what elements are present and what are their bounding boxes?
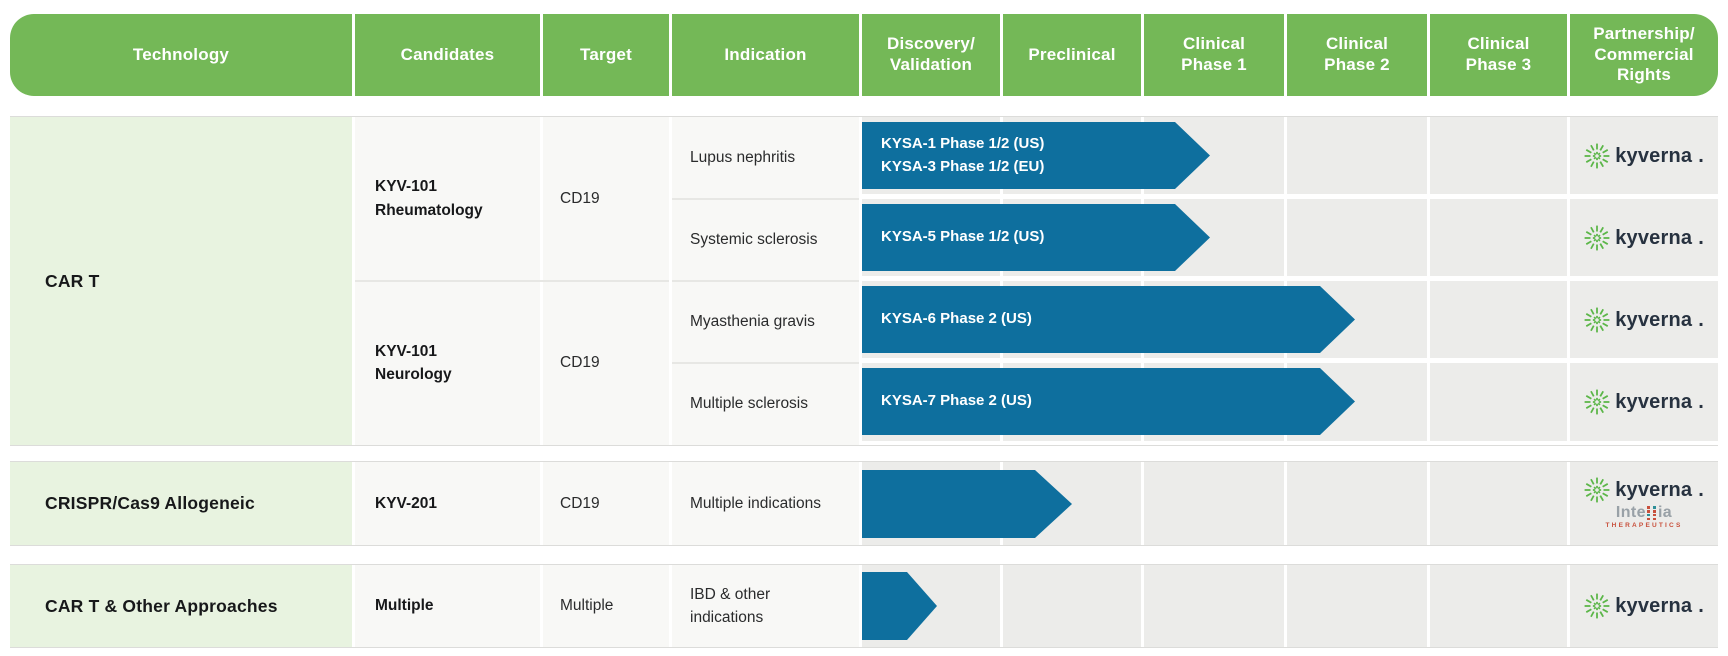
kyverna-logo: kyverna. — [1584, 477, 1704, 504]
group-border — [10, 445, 1718, 446]
target-cd19: CD19 — [560, 354, 600, 372]
group-border — [10, 116, 1718, 117]
column-separator — [1427, 117, 1430, 647]
arrow-kysa-7: KYSA-7 Phase 2 (US) — [862, 368, 1355, 435]
candidate-multiple: Multiple — [375, 597, 434, 615]
partner-cell: kyverna. — [1570, 281, 1718, 358]
target-multiple: Multiple — [560, 597, 614, 615]
indication-lupus-nephritis: Lupus nephritis — [690, 149, 796, 167]
intellia-dot-l-icon — [1653, 506, 1657, 521]
column-header-partnership: Partnership/ Commercial Rights — [1570, 14, 1718, 96]
kyverna-wordmark: kyverna — [1615, 144, 1693, 167]
column-header-clinical-phase-3: Clinical Phase 3 — [1430, 14, 1567, 96]
kyverna-starburst-icon — [1584, 477, 1611, 504]
indication-multiple-sclerosis: Multiple sclerosis — [690, 395, 809, 413]
technology-cell-crispr: CRISPR/Cas9 Allogeneic — [10, 462, 352, 545]
column-header-candidates: Candidates — [355, 14, 540, 96]
intellia-wordmark-left: Inte — [1615, 504, 1646, 522]
kyverna-logo-dot: . — [1698, 144, 1704, 167]
intellia-dot-l-icon — [1647, 506, 1651, 521]
group-border — [10, 545, 1718, 546]
kyverna-wordmark: kyverna — [1615, 595, 1693, 617]
target-cd19: CD19 — [560, 494, 600, 512]
candidates-column-bg — [355, 462, 540, 545]
column-header-indication: Indication — [672, 14, 859, 96]
arrow-kysa-5: KYSA-5 Phase 1/2 (US) — [862, 204, 1210, 271]
indication-row-divider — [672, 362, 859, 364]
partner-cell: kyverna. — [1570, 363, 1718, 441]
technology-cell-car-t-other: CAR T & Other Approaches — [10, 565, 352, 647]
target-cd19: CD19 — [560, 189, 600, 207]
arrow-kyv-201 — [862, 470, 1072, 538]
arrow-kysa-6: KYSA-6 Phase 2 (US) — [862, 286, 1355, 353]
target-column-bg — [543, 462, 669, 545]
kyverna-starburst-icon — [1584, 389, 1611, 415]
kyverna-logo-dot: . — [1698, 308, 1704, 331]
indication-column-bg — [672, 462, 859, 545]
column-separator — [1567, 117, 1570, 647]
kyverna-starburst-icon — [1584, 306, 1611, 333]
column-header-preclinical: Preclinical — [1003, 14, 1141, 96]
group-border — [10, 647, 1718, 648]
column-header-target: Target — [543, 14, 669, 96]
column-header-discovery-validation: Discovery/ Validation — [862, 14, 1000, 96]
stage-row-bg — [862, 565, 1718, 647]
intellia-logo: Inte ia THERAPEUTICS — [1606, 505, 1683, 530]
candidates-column-bg — [355, 565, 540, 647]
kyverna-logo-dot: . — [1698, 226, 1704, 249]
kyverna-starburst-icon — [1584, 224, 1611, 251]
arrow-kysa-1-kysa-3: KYSA-1 Phase 1/2 (US) KYSA-3 Phase 1/2 (… — [862, 122, 1210, 189]
kyverna-wordmark: kyverna — [1615, 308, 1693, 331]
kyverna-wordmark: kyverna — [1615, 391, 1693, 413]
indication-myasthenia-gravis: Myasthenia gravis — [690, 313, 815, 331]
kyverna-logo: kyverna. — [1584, 306, 1704, 333]
column-header-clinical-phase-2: Clinical Phase 2 — [1287, 14, 1427, 96]
kyverna-logo: kyverna. — [1584, 142, 1704, 169]
column-header-clinical-phase-1: Clinical Phase 1 — [1144, 14, 1284, 96]
partner-cell: kyverna. — [1570, 199, 1718, 276]
column-header-technology: Technology — [10, 14, 352, 96]
kyverna-logo: kyverna. — [1584, 389, 1704, 415]
indication-row-divider — [672, 280, 859, 282]
kyverna-logo-dot: . — [1698, 479, 1704, 502]
candidate-kyv-101-neurology: KYV-101 Neurology — [375, 342, 452, 383]
kyverna-logo-dot: . — [1698, 391, 1704, 413]
kyverna-logo: kyverna. — [1584, 224, 1704, 251]
indication-systemic-sclerosis: Systemic sclerosis — [690, 231, 818, 249]
partner-cell: kyverna. — [1570, 117, 1718, 194]
candidate-kyv-201: KYV-201 — [375, 494, 438, 512]
kyverna-wordmark: kyverna — [1615, 479, 1693, 502]
kyverna-starburst-icon — [1584, 593, 1611, 619]
partner-cell: kyverna. — [1570, 565, 1718, 647]
indication-multiple-indications: Multiple indications — [690, 494, 821, 512]
group-border — [10, 564, 1718, 565]
technology-cell-car-t: CAR T — [10, 117, 352, 445]
indication-ibd-other: IBD & other indications — [690, 585, 771, 626]
target-column-bg — [543, 565, 669, 647]
kyverna-logo: kyverna. — [1584, 593, 1704, 619]
subgroup-divider — [355, 280, 669, 282]
candidate-kyv-101-rheumatology: KYV-101 Rheumatology — [375, 178, 483, 219]
partner-cell: kyverna. Inte ia THERAPEUTICS — [1570, 462, 1718, 545]
indication-row-divider — [672, 198, 859, 200]
kyverna-starburst-icon — [1584, 142, 1611, 169]
kyverna-wordmark: kyverna — [1615, 226, 1693, 249]
intellia-wordmark-right: ia — [1657, 504, 1673, 522]
intellia-therapeutics-label: THERAPEUTICS — [1605, 522, 1683, 530]
group-border — [10, 461, 1718, 462]
kyverna-logo-dot: . — [1698, 595, 1704, 617]
indication-column-bg — [672, 565, 859, 647]
